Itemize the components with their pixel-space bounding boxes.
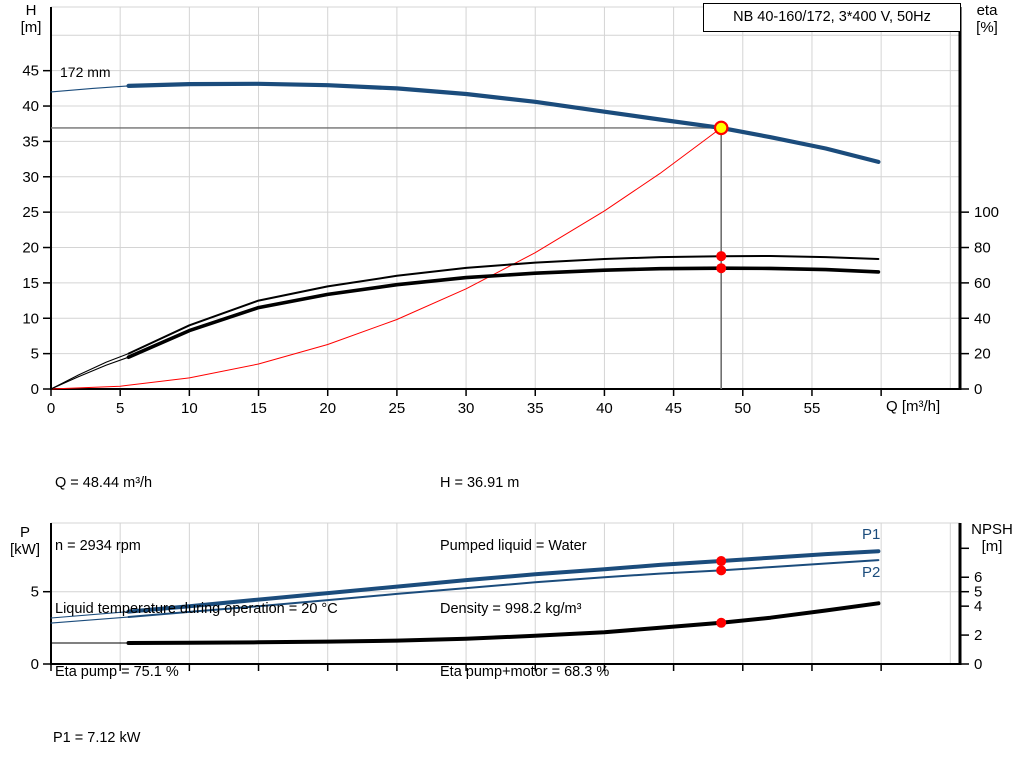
bottom-y-left-axis-title: P [kW] (2, 524, 48, 558)
x-tick-label: 15 (250, 400, 267, 417)
p2-point (716, 565, 727, 576)
eta-pump-motor-point (716, 263, 727, 274)
q-axis-title: Q [m³/h] (886, 398, 941, 415)
x-tick-label: 45 (665, 400, 682, 417)
y-left-tick-label: 0 (31, 381, 39, 398)
results-bottom-block: P1 = 7.12 kW P2 = 6.475 kW NPSH = 2.85 m… (53, 682, 384, 781)
npsh-point (716, 617, 727, 628)
h-axis-symbol: H (25, 2, 37, 19)
x-tick-label: 50 (734, 400, 751, 417)
top-y-left-axis-title: H [m] (10, 2, 52, 36)
result-p1: P1 = 7.12 kW (53, 729, 141, 746)
x-tick-label: 40 (596, 400, 613, 417)
y-right-tick-label: 5 (974, 584, 982, 601)
bottom-y-right-axis-title: NPSH [m] (960, 521, 1024, 555)
x-tick-label: 35 (527, 400, 544, 417)
result-head: H = 36.91 m (440, 475, 520, 491)
y-right-tick-label: 100 (974, 204, 999, 221)
y-left-tick-label: 5 (31, 584, 39, 601)
y-right-tick-label: 4 (974, 598, 982, 615)
p1-curve-thin (50, 611, 130, 619)
results-right-column: H = 36.91 m Pumped liquid = Water Densit… (440, 431, 609, 725)
p2-curve-thin (50, 616, 130, 624)
eta-pump-curve (127, 255, 880, 355)
x-tick-label: 30 (458, 400, 475, 417)
y-left-tick-label: 30 (22, 169, 39, 186)
p1-curve (126, 549, 881, 614)
result-speed: n = 2934 rpm (55, 538, 141, 554)
result-eta-pump: Eta pump = 75.1 % (55, 664, 179, 680)
result-density: Density = 998.2 kg/m³ (440, 601, 582, 617)
y-right-tick-label: 2 (974, 627, 982, 644)
y-left-tick-label: 35 (22, 133, 39, 150)
y-right-tick-label: 0 (974, 381, 982, 398)
y-right-tick-label: 80 (974, 240, 991, 257)
result-eta-total: Eta pump+motor = 68.3 % (440, 664, 610, 680)
y-right-tick-label: 40 (974, 310, 991, 327)
x-tick-label: 0 (47, 400, 55, 417)
p2-curve (127, 559, 880, 618)
top-y-right-axis-title: eta [%] (962, 2, 1012, 36)
p-axis-symbol: P (19, 524, 30, 541)
result-q: Q = 48.44 m³/h (55, 475, 153, 491)
x-tick-label: 10 (181, 400, 198, 417)
x-tick-label: 25 (389, 400, 406, 417)
eta-pump-motor-curve-thin (50, 356, 130, 390)
p-axis-unit: [kW] (10, 541, 40, 558)
x-tick-label: 55 (804, 400, 821, 417)
y-left-tick-label: 5 (31, 346, 39, 363)
y-left-tick-label: 45 (22, 63, 39, 80)
y-left-tick-label: 15 (22, 275, 39, 292)
npsh-curve (126, 601, 881, 645)
x-tick-label: 20 (319, 400, 336, 417)
y-right-tick-label: 0 (974, 656, 982, 673)
y-left-tick-label: 20 (22, 240, 39, 257)
y-right-tick-label: 6 (974, 569, 982, 586)
eta-axis-symbol: eta (976, 2, 998, 19)
h-axis-unit: [m] (20, 19, 42, 36)
p1-curve-label: P1 (862, 526, 881, 543)
impeller-diameter-label: 172 mm (60, 64, 111, 80)
y-left-tick-label: 10 (22, 310, 39, 327)
eta-pump-point (716, 251, 727, 262)
result-pumped-liquid: Pumped liquid = Water (440, 538, 587, 554)
system-curve (50, 127, 722, 390)
duty-point (713, 120, 729, 136)
head-curve-thin (50, 85, 130, 93)
eta-pump-motor-curve (126, 266, 881, 360)
y-right-tick-label: 20 (974, 346, 991, 363)
head-curve-172mm (126, 81, 881, 164)
eta-axis-unit: [%] (976, 19, 998, 36)
y-left-tick-label: 40 (22, 98, 39, 115)
y-left-tick-label: 25 (22, 204, 39, 221)
results-left-column: Q = 48.44 m³/h n = 2934 rpm Liquid tempe… (55, 431, 338, 725)
p2-curve-label: P2 (862, 564, 881, 581)
y-left-tick-label: 0 (31, 656, 39, 673)
result-liquid-temp: Liquid temperature during operation = 20… (55, 601, 338, 617)
npsh-axis-unit: [m] (981, 538, 1003, 555)
pump-title: NB 40-160/172, 3*400 V, 50Hz (733, 9, 931, 25)
eta-pump-curve-thin (50, 353, 130, 390)
y-right-tick-label: 60 (974, 275, 991, 292)
pump-title-box: NB 40-160/172, 3*400 V, 50Hz (703, 3, 961, 32)
x-tick-label: 5 (116, 400, 124, 417)
p1-point (716, 556, 727, 567)
npsh-axis-symbol: NPSH (971, 521, 1013, 538)
